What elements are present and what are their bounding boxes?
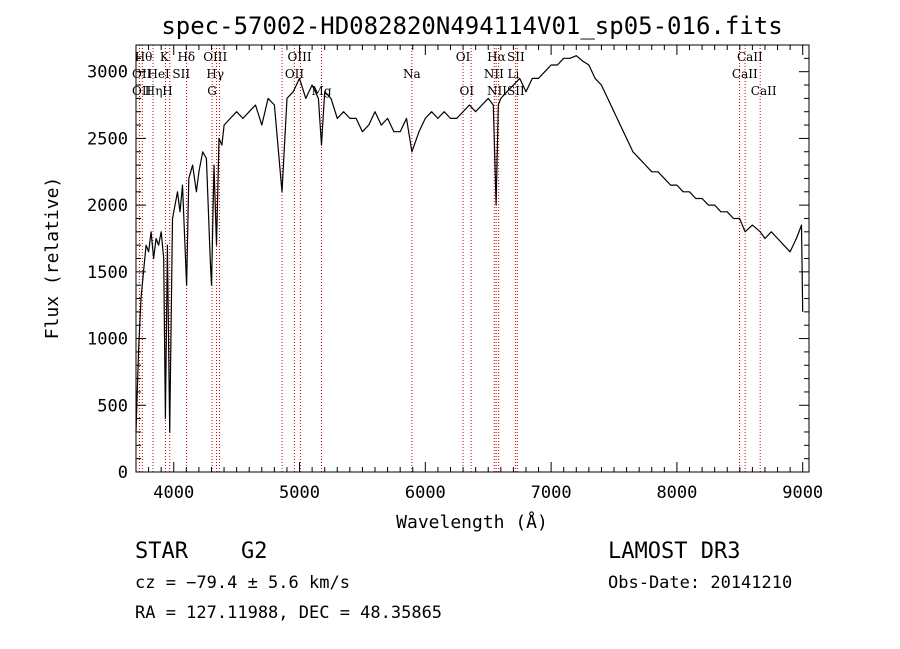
line-label-22: Mg: [312, 84, 332, 98]
y-tick-label-6: 3000: [87, 63, 128, 83]
x-axis-label: Wavelength (Å): [396, 511, 548, 533]
line-label-14: Na: [403, 67, 421, 81]
y-axis: 0 500 1000 1500 2000 2500 3000: [87, 44, 809, 483]
y-tick-label-2: 1000: [87, 330, 128, 350]
y-tick-label-3: 1500: [87, 263, 128, 283]
line-label-4: OIII: [288, 50, 312, 64]
object-class: STAR: [135, 539, 188, 564]
line-label-2: Hδ: [177, 50, 195, 64]
x-tick-label-4: 8000: [656, 483, 697, 503]
ra-dec-coordinates: RA = 127.11988, DEC = 48.35865: [135, 603, 443, 623]
y-axis-label: Flux (relative): [42, 177, 63, 340]
line-label-13: OII: [285, 67, 305, 81]
x-tick-label-1: 5000: [279, 483, 320, 503]
line-label-19: Hη: [145, 84, 163, 98]
y-tick-label-5: 2500: [87, 129, 128, 149]
flux-series: [135, 55, 804, 433]
line-label-0: Hθ: [135, 50, 153, 64]
line-label-24: NII: [487, 84, 507, 98]
line-label-18: OII: [132, 84, 152, 98]
line-label-9: OII: [132, 67, 152, 81]
y-tick-label-4: 2000: [87, 196, 128, 216]
line-label-15: NII: [484, 67, 504, 81]
x-tick-label-2: 6000: [405, 483, 446, 503]
x-tick-label-3: 7000: [531, 483, 572, 503]
line-label-7: SII: [507, 50, 525, 64]
line-label-25: SII: [507, 84, 525, 98]
line-label-1: K: [160, 50, 170, 64]
line-label-21: G: [207, 84, 217, 98]
line-label-3: OIII: [203, 50, 227, 64]
x-tick-label-5: 9000: [782, 483, 823, 503]
line-label-12: Hγ: [206, 67, 224, 81]
line-label-8: CaII: [737, 50, 763, 64]
line-label-23: OI: [460, 84, 475, 98]
line-label-26: CaII: [751, 84, 777, 98]
y-tick-label-0: 0: [118, 463, 128, 483]
x-axis: 4000 5000 6000 7000 8000 9000: [135, 45, 823, 503]
x-tick-label-0: 4000: [153, 483, 194, 503]
survey-label: LAMOST DR3: [608, 539, 741, 564]
line-label-11: SII: [172, 67, 190, 81]
line-label-16: Li: [507, 67, 519, 81]
line-label-5: OI: [456, 50, 471, 64]
line-label-6: Hα: [487, 50, 506, 64]
chart-title: spec-57002-HD082820N494114V01_sp05-016.f…: [161, 12, 782, 40]
observation-date: Obs-Date: 20141210: [608, 573, 793, 593]
line-label-20: H: [162, 84, 172, 98]
flux-line-0: [135, 55, 804, 433]
line-label-10: HeI: [147, 67, 170, 81]
line-label-17: CaII: [732, 67, 758, 81]
subclass: G2: [241, 539, 268, 564]
redshift-velocity: cz = −79.4 ± 5.6 km/s: [135, 573, 350, 593]
line-markers: [138, 45, 761, 472]
y-tick-label-1: 500: [97, 396, 128, 416]
